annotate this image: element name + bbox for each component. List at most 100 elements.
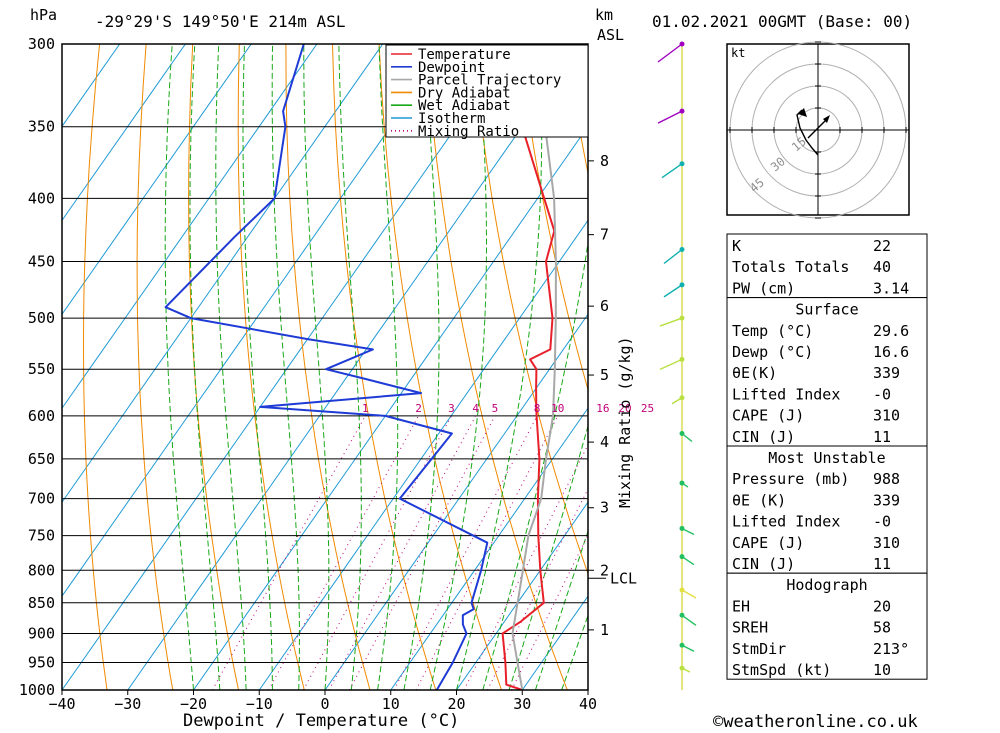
mixing-ratio-label: 25 xyxy=(641,402,654,415)
isotherm-line xyxy=(456,501,588,690)
surface-label: Dewp (°C) xyxy=(732,343,813,361)
hodograph-params-label: EH xyxy=(732,597,750,615)
legend-label: Temperature xyxy=(418,47,511,63)
pressure-tick-label: 1000 xyxy=(19,681,55,699)
most-unstable-value: 988 xyxy=(873,470,900,488)
hodograph-params-title: Hodograph xyxy=(786,576,867,594)
surface-value: 310 xyxy=(873,407,900,425)
most-unstable-label: Pressure (mb) xyxy=(732,470,849,488)
wind-level-dot xyxy=(679,480,685,486)
height-tick-label: 8 xyxy=(600,152,609,170)
wet-adiabat-line xyxy=(242,44,273,690)
mixing-ratio-label: 5 xyxy=(492,402,499,415)
pressure-tick-label: 900 xyxy=(28,624,55,642)
wet-adiabat-line xyxy=(377,44,399,690)
hodograph-arrow-icon xyxy=(798,108,807,117)
stability-indices-value: 22 xyxy=(873,237,891,255)
isotherm-line xyxy=(62,44,515,690)
dry-adiabat-line xyxy=(237,44,305,690)
surface-value: -0 xyxy=(873,385,891,403)
legend-label: Dry Adiabat xyxy=(418,85,511,101)
mixing-ratio-label: 16 xyxy=(596,402,609,415)
pressure-tick-label: 750 xyxy=(28,527,55,545)
pressure-tick-label: 450 xyxy=(28,253,55,271)
hodograph-unit-label: kt xyxy=(731,46,745,60)
dry-adiabat-line xyxy=(985,44,1000,690)
wind-barb xyxy=(657,110,683,124)
wet-adiabat-line xyxy=(403,44,440,690)
isotherm-line xyxy=(258,219,588,690)
wind-level-dot xyxy=(679,108,685,114)
wind-barb xyxy=(663,284,683,298)
wet-adiabat-line xyxy=(215,44,247,690)
stability-indices-label: Totals Totals xyxy=(732,258,849,276)
most-unstable-label: CIN (J) xyxy=(732,555,795,573)
x-tick-label: 30 xyxy=(513,695,531,713)
surface-value: 339 xyxy=(873,364,900,382)
wet-adiabat-line xyxy=(456,44,543,690)
height-tick-label: 3 xyxy=(600,499,609,517)
wind-barb xyxy=(659,317,683,327)
surface-title: Surface xyxy=(795,301,858,319)
height-tick-label: 4 xyxy=(600,433,609,451)
height-tick-label: 5 xyxy=(600,366,609,384)
surface-label: θE(K) xyxy=(732,364,777,382)
plot-area: 3003504004505005506006507007508008509009… xyxy=(19,35,1000,713)
wind-level-dot xyxy=(679,395,685,401)
dry-adiabat-line xyxy=(82,44,108,690)
mixing-ratio-line xyxy=(328,415,477,690)
wet-adiabat-line xyxy=(271,44,300,690)
wind-level-dot xyxy=(679,642,685,648)
height-unit-km: km xyxy=(595,6,613,24)
surface-box xyxy=(726,297,928,447)
dry-adiabat-line xyxy=(518,44,588,392)
wind-level-dot xyxy=(679,612,685,618)
wind-barb xyxy=(681,614,697,626)
wet-adiabat-line xyxy=(303,44,330,690)
wind-level-dot xyxy=(679,665,685,671)
datetime-label: 01.02.2021 00GMT (Base: 00) xyxy=(652,12,912,31)
x-tick-label: −30 xyxy=(114,695,141,713)
x-tick-label: −40 xyxy=(48,695,75,713)
surface-label: Lifted Index xyxy=(732,385,840,403)
isotherm-line xyxy=(324,313,588,690)
wind-barb xyxy=(681,589,697,599)
pressure-tick-label: 400 xyxy=(28,189,55,207)
hodograph-params-value: 20 xyxy=(873,597,891,615)
surface-value: 11 xyxy=(873,428,891,446)
height-tick-label: 2 xyxy=(600,561,609,579)
mixing-ratio-label: 1 xyxy=(362,402,369,415)
isotherm-line xyxy=(521,595,588,690)
x-tick-label: 0 xyxy=(320,695,329,713)
storm-motion-vector xyxy=(807,119,827,139)
wind-barb xyxy=(663,248,683,265)
isotherm-line xyxy=(62,44,384,504)
temperature-profile xyxy=(501,44,556,690)
x-tick-label: 20 xyxy=(447,695,465,713)
wind-level-dot xyxy=(679,554,685,560)
mixing-ratio-label: 20 xyxy=(618,402,631,415)
wet-adiabat-line xyxy=(508,424,588,690)
legend-label: Isotherm xyxy=(418,111,485,127)
mixing-ratio-label: 2 xyxy=(415,402,422,415)
height-tick-label: 6 xyxy=(600,297,609,315)
hodograph-params-value: 213° xyxy=(873,640,909,658)
hodograph-params-value: 10 xyxy=(873,661,891,679)
pressure-tick-label: 700 xyxy=(28,490,55,508)
wet-adiabat-line xyxy=(189,44,221,690)
stability-indices-label: PW (cm) xyxy=(732,279,795,297)
wind-level-dot xyxy=(679,431,685,437)
wind-barb xyxy=(661,163,683,179)
wind-level-dot xyxy=(679,282,685,288)
legend-label: Dewpoint xyxy=(418,60,485,76)
isotherm-line xyxy=(62,44,318,410)
height-tick-label: 1 xyxy=(600,621,609,639)
wind-barb xyxy=(657,43,683,63)
x-tick-label: −20 xyxy=(180,695,207,713)
pressure-tick-label: 650 xyxy=(28,450,55,468)
most-unstable-value: -0 xyxy=(873,513,891,531)
location-label: -29°29'S 149°50'E 214m ASL xyxy=(95,12,345,31)
indices-panel: K 22 Totals Totals 40 PW (cm) 3.14 Surface Temp… xyxy=(726,233,928,680)
